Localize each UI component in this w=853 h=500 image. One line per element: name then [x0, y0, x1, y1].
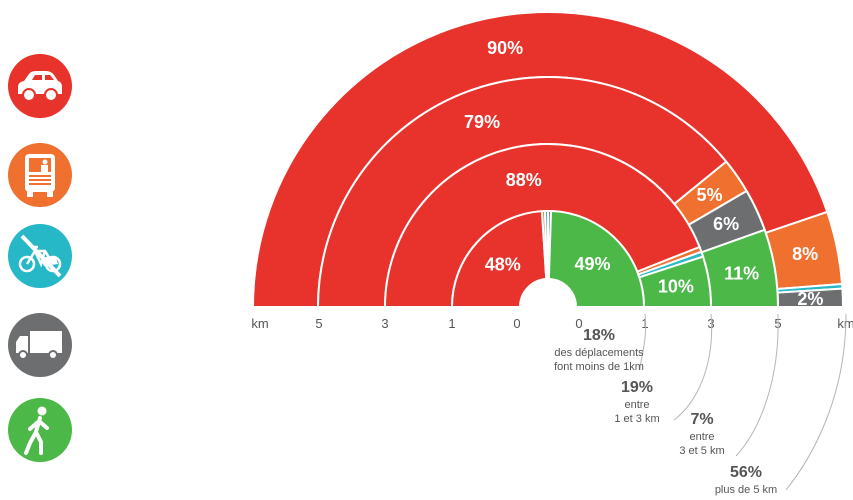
- ring-0-1-km: 48% 49%: [450, 209, 646, 308]
- car-icon: [8, 54, 72, 118]
- ring-3-5-km: 79% 5% 6% 11%: [316, 76, 780, 308]
- segment-label-walk: 10%: [658, 277, 694, 297]
- segment-label-bus: 8%: [792, 244, 818, 264]
- axis-tick-left: 0: [513, 316, 520, 331]
- annotation-text: plus de 5 km: [715, 484, 777, 496]
- annotation-leader-line: [673, 313, 713, 421]
- axis-tick-left: km: [251, 316, 268, 331]
- chart-hub: [520, 279, 576, 335]
- segment-label-car: 88%: [506, 170, 542, 190]
- annotation-text: font moins de 1km: [554, 361, 644, 373]
- annotation-text: 3 et 5 km: [679, 445, 724, 457]
- share-annotation: 18% des déplacements font moins de 1km: [554, 327, 644, 373]
- bus-icon: [8, 143, 72, 207]
- axis-tick-right: 1: [641, 316, 648, 331]
- segment-label-walk: 11%: [724, 264, 759, 284]
- segment-label-car: 90%: [487, 38, 523, 58]
- segment-label-walk: 49%: [575, 254, 611, 274]
- annotation-text: entre: [624, 399, 649, 411]
- annotation-leader-line: [639, 313, 647, 371]
- segment-label-truck: 6%: [713, 214, 739, 234]
- share-annotation: 56% plus de 5 km: [715, 464, 777, 496]
- truck-icon: [8, 313, 72, 377]
- segment-label-car: 48%: [485, 255, 521, 275]
- annotation-value: 18%: [583, 327, 615, 344]
- annotation-text: 1 et 3 km: [614, 413, 659, 425]
- axis-tick-left: 1: [448, 316, 455, 331]
- axis-tick-right: 0: [575, 316, 582, 331]
- annotation-leader-line: [785, 313, 847, 491]
- mode-legend: [8, 0, 72, 500]
- annotation-value: 56%: [730, 464, 762, 481]
- annotation-text: entre: [689, 431, 714, 443]
- share-annotation: 7% entre 3 et 5 km: [679, 411, 724, 457]
- annotation-text: des déplacements: [554, 347, 644, 359]
- axis-tick-right: 3: [707, 316, 714, 331]
- segment-label-car: 79%: [464, 112, 500, 132]
- axis-tick-right: km: [837, 316, 853, 331]
- pedestrian-icon: [8, 398, 72, 462]
- segment-label-bus: 5%: [696, 185, 722, 205]
- axis-tick-left: 3: [381, 316, 388, 331]
- share-annotation: 19% entre 1 et 3 km: [614, 379, 659, 425]
- axis-tick-left: 5: [315, 316, 322, 331]
- annotation-value: 7%: [690, 411, 713, 428]
- ring-1-3-km: 88% 10%: [383, 143, 713, 308]
- segment-label-truck: 2%: [797, 289, 823, 309]
- no-two-wheeler-icon: [8, 224, 72, 288]
- annotation-value: 19%: [621, 379, 653, 396]
- annotation-leader-line: [735, 313, 779, 457]
